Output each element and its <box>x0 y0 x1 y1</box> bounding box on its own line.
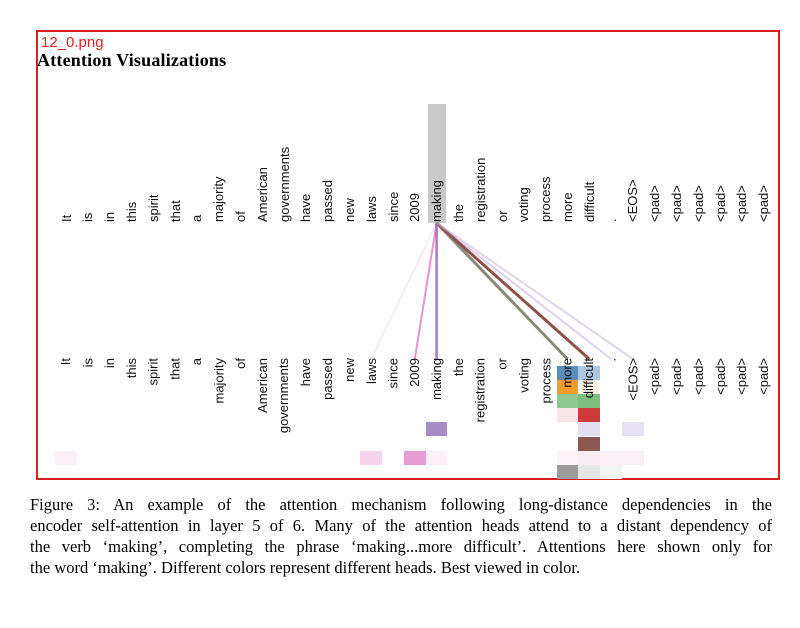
bottom-token-label: spirit <box>145 358 161 386</box>
attention-cell <box>556 464 579 479</box>
top-token-label: . <box>603 218 619 222</box>
bottom-token-label: American <box>254 358 270 413</box>
top-token-label: 2009 <box>407 193 423 222</box>
top-token-label: <pad> <box>734 185 750 222</box>
top-token-label: have <box>298 193 314 222</box>
bottom-token-label: this <box>123 358 139 379</box>
top-token-label: this <box>123 201 139 222</box>
top-token-label: that <box>167 200 183 222</box>
bottom-token-label: <pad> <box>690 358 706 395</box>
caption-line: Figure 3: An example of the attention me… <box>30 495 772 514</box>
bottom-token-label: <pad> <box>647 358 663 395</box>
top-token-label: <pad> <box>690 185 706 222</box>
top-token-label: a <box>189 214 205 222</box>
attention-cell <box>360 450 383 465</box>
caption-line: encoder self-attention in layer 5 of 6. … <box>30 516 772 535</box>
top-token-label: voting <box>516 187 532 222</box>
attention-cell <box>578 394 601 409</box>
top-token-label: registration <box>472 157 488 222</box>
top-token-label: <pad> <box>712 185 728 222</box>
attention-cell <box>621 450 644 465</box>
bottom-token-label: 2009 <box>407 358 423 387</box>
bottom-token-label: . <box>603 358 619 362</box>
bottom-token-label: governments <box>276 358 292 434</box>
selected-token-highlight <box>427 104 446 223</box>
figure-caption: Figure 3: An example of the attention me… <box>30 494 772 578</box>
attention-cell <box>578 380 601 395</box>
bottom-token-label: of <box>232 358 248 369</box>
figure-red-border <box>36 30 780 480</box>
attention-cell <box>556 450 579 465</box>
bottom-token-label: <EOS> <box>625 358 641 401</box>
bottom-token-label: the <box>450 358 466 377</box>
bottom-token-label: a <box>189 358 205 366</box>
attention-cell <box>556 380 579 395</box>
attention-cell <box>578 408 601 423</box>
bottom-token-label: <pad> <box>756 358 772 395</box>
top-token-label: passed <box>320 180 336 222</box>
caption-line: the verb ‘making’, completing the phrase… <box>30 537 772 556</box>
top-token-label: <pad> <box>647 185 663 222</box>
top-token-label: new <box>341 198 357 222</box>
bottom-token-label: majority <box>211 358 227 404</box>
top-token-label: <EOS> <box>625 179 641 222</box>
bottom-token-label: voting <box>516 358 532 393</box>
bottom-token-label: <pad> <box>734 358 750 395</box>
caption-line: the word ‘making’. Different colors repr… <box>30 558 581 577</box>
top-token-label: difficult <box>581 181 597 222</box>
top-token-label: majority <box>211 176 227 222</box>
attention-cell <box>578 422 601 437</box>
bottom-token-label: more <box>559 358 575 388</box>
attention-cell <box>556 366 579 381</box>
top-token-label: <pad> <box>668 185 684 222</box>
attention-cell <box>578 464 601 479</box>
bottom-token-label: or <box>494 358 510 370</box>
attention-cell <box>425 422 448 437</box>
figure-title: Attention Visualizations <box>37 50 227 70</box>
attention-cell <box>403 450 426 465</box>
bottom-token-label: have <box>298 358 314 387</box>
bottom-token-label: registration <box>472 358 488 423</box>
attention-cell <box>578 436 601 451</box>
top-token-label: of <box>232 211 248 222</box>
top-token-label: or <box>494 210 510 222</box>
top-token-label: It <box>58 214 74 222</box>
attention-cell <box>621 422 644 437</box>
attention-cell <box>578 366 601 381</box>
attention-cell <box>578 450 601 465</box>
filename-label: 12_0.png <box>41 34 104 51</box>
attention-cell <box>556 408 579 423</box>
attention-cell <box>600 450 622 465</box>
top-token-label: <pad> <box>756 185 772 222</box>
bottom-token-label: <pad> <box>668 358 684 395</box>
bottom-token-label: that <box>167 358 183 380</box>
bottom-token-label: difficult <box>581 358 597 399</box>
bottom-token-label: in <box>102 358 118 369</box>
top-token-label: more <box>559 192 575 222</box>
top-token-label: the <box>450 203 466 222</box>
bottom-token-label: laws <box>363 358 379 385</box>
bottom-token-label: is <box>80 358 96 368</box>
top-token-label: American <box>254 167 270 222</box>
top-token-label: is <box>80 212 96 222</box>
bottom-token-label: making <box>429 358 445 400</box>
attention-cell <box>55 450 77 465</box>
bottom-token-label: process <box>538 358 554 404</box>
top-token-label: in <box>102 211 118 222</box>
attention-cell <box>600 464 622 479</box>
attention-cell <box>556 394 579 409</box>
bottom-token-label: <pad> <box>712 358 728 395</box>
bottom-token-label: new <box>341 358 357 382</box>
top-token-label: making <box>429 180 445 222</box>
bottom-token-label: passed <box>320 358 336 400</box>
top-token-label: governments <box>276 146 292 222</box>
bottom-token-label: since <box>385 358 401 389</box>
bottom-token-label: It <box>58 358 74 366</box>
top-token-label: laws <box>363 195 379 222</box>
top-token-label: spirit <box>145 194 161 222</box>
attention-cell <box>425 450 448 465</box>
top-token-label: since <box>385 191 401 222</box>
top-token-label: process <box>538 176 554 222</box>
